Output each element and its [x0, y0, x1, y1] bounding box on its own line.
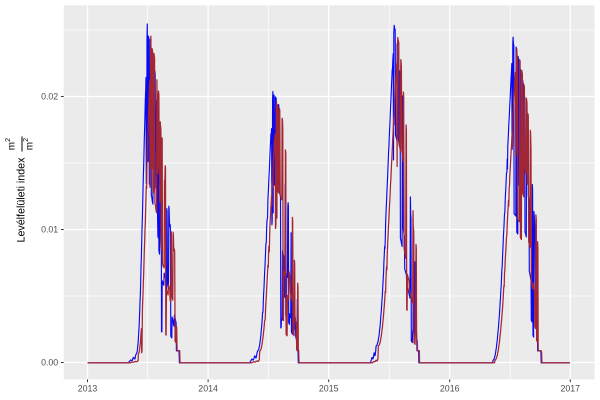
svg-text:2015: 2015 — [319, 384, 339, 394]
svg-text:2014: 2014 — [198, 384, 218, 394]
svg-text:0.01: 0.01 — [41, 225, 58, 235]
svg-text:0.02: 0.02 — [41, 92, 58, 102]
svg-text:0.00: 0.00 — [41, 358, 58, 368]
svg-text:2017: 2017 — [561, 384, 581, 394]
svg-text:2013: 2013 — [78, 384, 98, 394]
svg-text:2016: 2016 — [440, 384, 460, 394]
